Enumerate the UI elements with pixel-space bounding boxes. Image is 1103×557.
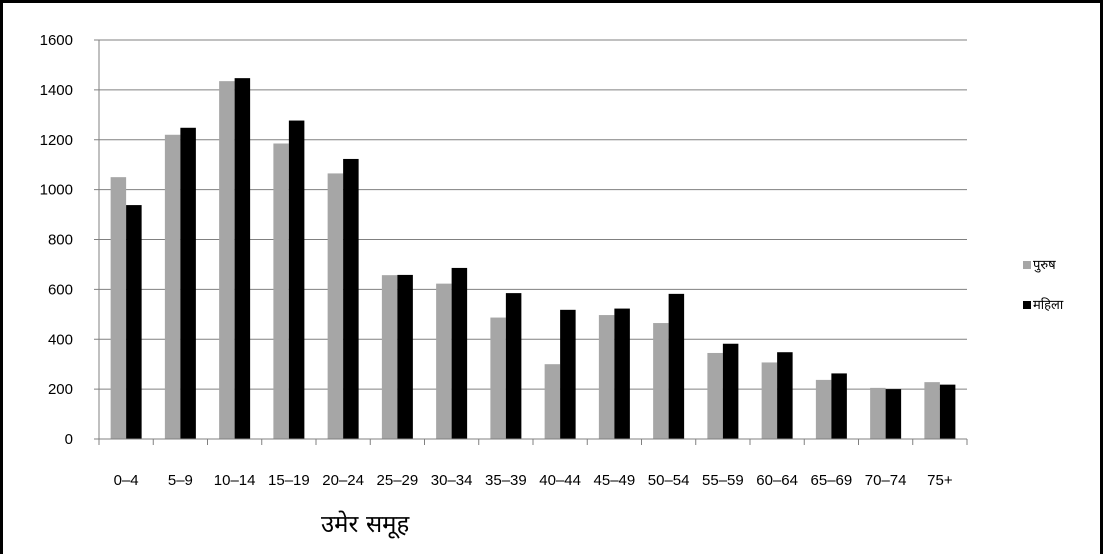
y-tick-label: 1600 [40, 32, 73, 49]
legend-label: महिला [1033, 297, 1064, 313]
axes [94, 39, 968, 445]
bar-male [815, 379, 832, 439]
y-tick-label: 0 [65, 431, 73, 448]
x-tick-label: 40–44 [539, 472, 581, 489]
bar-female [451, 267, 468, 439]
bar-male [924, 382, 940, 439]
y-tick-label: 400 [48, 331, 73, 348]
bar-female [126, 205, 142, 439]
x-tick-label: 50–54 [648, 472, 690, 489]
bar-female [180, 127, 196, 439]
bar-female [722, 343, 739, 439]
y-tick-label: 1200 [40, 132, 73, 149]
x-tick-label: 20–24 [322, 472, 364, 489]
bar-male [490, 317, 506, 439]
legend-swatch [1023, 301, 1031, 309]
bar-female [939, 384, 956, 439]
x-tick-label: 5–9 [168, 472, 193, 489]
bar-chart: 0 200 400 600 800 1000 1200 1400 1600 0–4 5–9 10–1… [40, 32, 1064, 539]
x-tick-label: 75+ [927, 472, 953, 489]
legend: पुरुष महिला [1023, 258, 1064, 313]
x-tick-label: 35–39 [485, 472, 527, 489]
y-tick-label: 800 [48, 232, 73, 249]
y-tick-label: 1000 [40, 182, 73, 199]
x-tick-label: 70–74 [865, 472, 907, 489]
x-tick-label: 55–59 [702, 472, 744, 489]
bar-male [110, 177, 127, 439]
bar-male [381, 275, 398, 439]
bar-male [870, 387, 886, 439]
bar-female [505, 293, 522, 439]
bar-female [397, 274, 413, 439]
x-tick-label: 30–34 [431, 472, 473, 489]
y-axis-ticks: 0 200 400 600 800 1000 1200 1400 1600 [40, 32, 73, 448]
y-tick-label: 600 [48, 281, 73, 298]
y-tick-label: 200 [48, 381, 73, 398]
x-axis-ticks: 0–4 5–9 10–14 15–19 20–24 25–29 30–34 35–39 40–4… [114, 472, 953, 489]
bar-female [288, 120, 305, 439]
x-tick-label: 25–29 [377, 472, 419, 489]
bar-male [761, 362, 778, 439]
bar-male [273, 143, 289, 439]
x-tick-label: 0–4 [114, 472, 139, 489]
bar-male [653, 323, 669, 439]
bar-female [234, 78, 251, 440]
x-tick-label: 10–14 [214, 472, 256, 489]
bar-female [777, 352, 793, 439]
bar-male [598, 315, 615, 439]
legend-swatch [1023, 261, 1031, 269]
bar-male [436, 283, 452, 439]
bar-male [544, 364, 561, 439]
x-tick-label: 15–19 [268, 472, 310, 489]
bars [110, 78, 956, 440]
x-tick-label: 45–49 [594, 472, 636, 489]
bar-male [219, 81, 235, 439]
x-tick-label: 60–64 [756, 472, 798, 489]
bar-male [707, 352, 723, 439]
legend-label: पुरुष [1033, 258, 1056, 273]
bar-female [885, 389, 902, 439]
bar-male [327, 173, 344, 439]
bar-female [668, 293, 685, 439]
x-tick-label: 65–69 [811, 472, 853, 489]
bar-female [343, 158, 359, 439]
bar-female [560, 309, 576, 439]
bar-female [614, 308, 630, 439]
x-axis-label: उमेर समूह [321, 510, 411, 539]
bar-male [164, 134, 181, 439]
y-tick-label: 1400 [40, 82, 73, 99]
bar-female [831, 373, 847, 439]
